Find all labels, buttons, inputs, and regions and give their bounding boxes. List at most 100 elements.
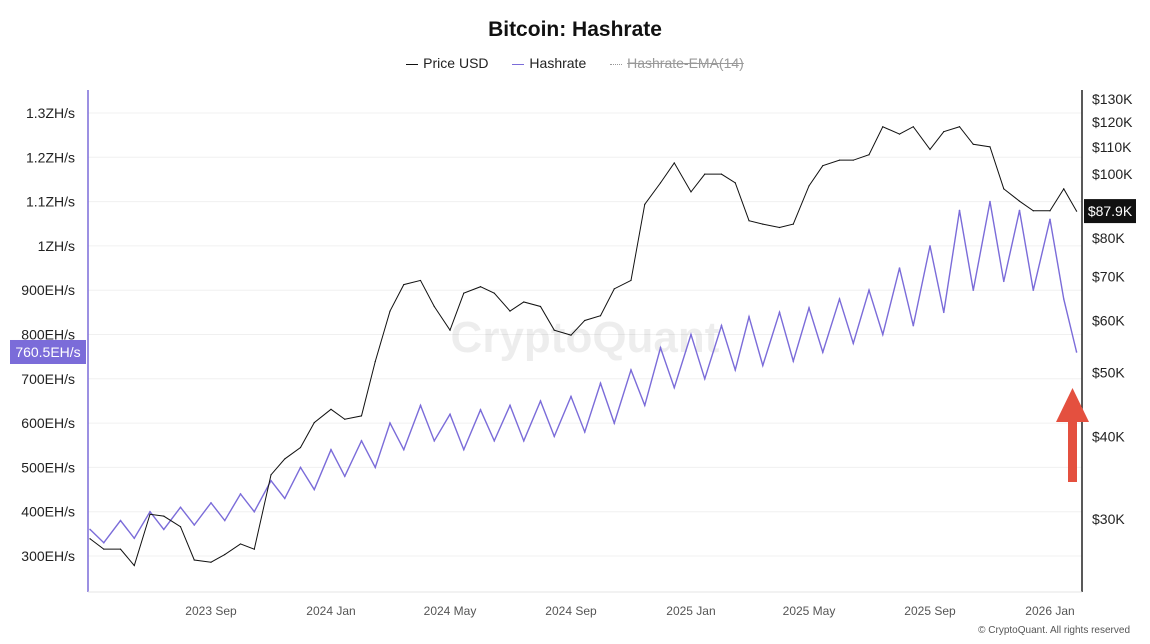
hashrate-point — [283, 497, 286, 500]
hashrate-point — [433, 440, 436, 442]
price-point — [630, 279, 632, 282]
price-point — [704, 173, 706, 175]
price-point — [133, 564, 135, 567]
left-tick-label: 1.2ZH/s — [26, 149, 75, 165]
price-point — [1018, 200, 1021, 202]
hashrate-point — [599, 382, 602, 385]
hashrate-point — [792, 360, 795, 362]
price-point — [838, 159, 841, 161]
price-point — [659, 182, 662, 184]
hashrate-point — [330, 448, 332, 451]
hashrate-point — [522, 440, 525, 442]
price-point — [898, 133, 901, 135]
price-point — [224, 553, 226, 556]
copyright-footer: © CryptoQuant. All rights reserved — [978, 625, 1130, 636]
price-point — [299, 446, 302, 449]
left-tick-label: 900EH/s — [21, 282, 75, 298]
hashrate-point — [748, 315, 750, 318]
hashrate-point — [553, 435, 556, 438]
arrow-up-icon — [1056, 388, 1089, 422]
left-tick-label: 400EH/s — [21, 504, 75, 520]
price-point — [644, 203, 646, 205]
price-point — [882, 126, 884, 128]
hashrate-point — [690, 333, 692, 336]
x-tick-label: 2025 May — [783, 604, 836, 618]
hashrate-point — [972, 289, 975, 292]
hashrate-point — [898, 267, 901, 269]
hashrate-point — [929, 245, 931, 247]
x-tick-label: 2024 May — [424, 604, 477, 618]
hashrate-current-label: 760.5EH/s — [15, 344, 80, 360]
hashrate-point — [462, 448, 465, 451]
hashrate-point — [253, 510, 256, 513]
hashrate-point — [360, 440, 363, 442]
price-point — [433, 305, 435, 308]
hashrate-point — [193, 524, 196, 526]
price-point — [374, 360, 376, 363]
price-point — [360, 415, 363, 417]
x-tick-label: 2025 Sep — [904, 604, 956, 618]
right-tick-label: $40K — [1092, 429, 1125, 445]
price-point — [523, 301, 525, 303]
hashrate-point — [509, 404, 511, 407]
price-point — [929, 148, 931, 151]
legend-item-hashrate[interactable]: Hashrate — [512, 55, 586, 71]
hashrate-point — [419, 404, 422, 407]
price-current-label: $87.9K — [1088, 203, 1133, 219]
price-point — [313, 422, 315, 424]
right-tick-label: $80K — [1092, 230, 1125, 246]
legend-item-ema[interactable]: Hashrate-EMA(14) — [610, 55, 744, 71]
price-point — [912, 126, 914, 128]
price-point — [389, 310, 391, 312]
legend-item-price[interactable]: Price USD — [406, 55, 489, 71]
hashrate-point — [493, 440, 496, 442]
price-point — [1075, 210, 1078, 212]
price-point — [163, 515, 165, 517]
hashrate-point — [613, 422, 616, 424]
hashrate-point — [119, 519, 122, 522]
price-point — [479, 286, 482, 288]
price-point — [103, 548, 105, 550]
hashrate-point — [479, 409, 482, 411]
hashrate-point — [912, 324, 915, 327]
price-point — [1063, 188, 1065, 190]
price-point — [943, 131, 945, 133]
hashrate-point — [989, 200, 991, 203]
hashrate-point — [838, 298, 841, 300]
price-point — [270, 474, 272, 476]
legend-label: Hashrate-EMA(14) — [627, 55, 744, 71]
price-point — [762, 223, 764, 225]
price-point — [463, 292, 465, 294]
right-tick-label: $30K — [1092, 511, 1125, 527]
price-point — [613, 288, 615, 290]
right-tick-label: $100K — [1092, 166, 1133, 182]
hashrate-point — [643, 404, 646, 407]
hashrate-point — [703, 378, 706, 380]
price-point — [239, 543, 242, 545]
price-point — [792, 223, 794, 225]
price-point — [284, 458, 286, 460]
hashrate-point — [223, 519, 226, 522]
right-tick-label: $70K — [1092, 268, 1125, 284]
hashrate-point — [389, 422, 391, 424]
hashrate-current-badge — [10, 339, 86, 364]
x-tick-label: 2025 Jan — [666, 604, 715, 618]
hashrate-point — [299, 466, 302, 469]
price-point — [1003, 188, 1005, 190]
price-point — [449, 329, 451, 331]
hashrate-point — [1018, 209, 1021, 212]
hashrate-point — [583, 431, 586, 433]
hashrate-line — [89, 201, 1078, 544]
hashrate-point — [539, 400, 542, 402]
x-tick-label: 2024 Jan — [306, 604, 355, 618]
hashrate-point — [270, 479, 272, 482]
left-tick-label: 1.1ZH/s — [26, 194, 75, 210]
legend-label: Hashrate — [529, 55, 587, 71]
left-tick-label: 1.3ZH/s — [26, 105, 75, 121]
left-tick-label: 500EH/s — [21, 459, 75, 475]
hashrate-point — [102, 541, 105, 544]
left-tick-label: 700EH/s — [21, 371, 75, 387]
hashrate-point — [133, 537, 136, 540]
hashrate-point — [374, 466, 377, 469]
x-tick-label: 2024 Sep — [545, 604, 597, 618]
